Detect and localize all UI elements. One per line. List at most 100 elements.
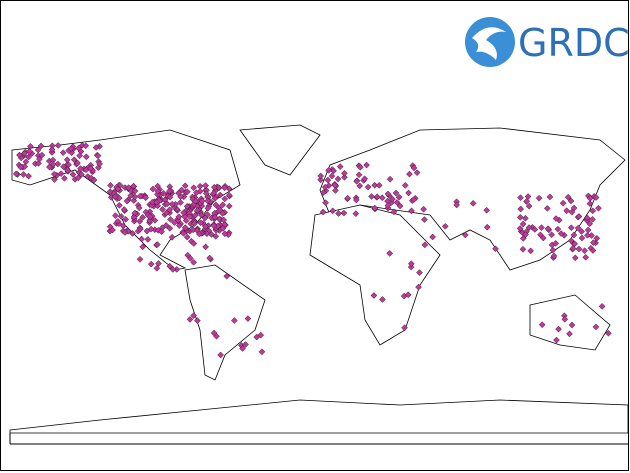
station (49, 160, 57, 168)
station (175, 189, 182, 197)
station (168, 200, 176, 208)
station (187, 255, 194, 262)
station (144, 236, 152, 243)
station (519, 220, 527, 228)
station (379, 296, 386, 303)
station (258, 348, 266, 356)
station (155, 260, 162, 267)
station (373, 193, 381, 201)
station (410, 196, 418, 203)
station (221, 195, 229, 203)
station (219, 225, 227, 232)
station (54, 160, 62, 168)
station (202, 223, 209, 230)
station (559, 199, 567, 207)
station (117, 213, 125, 220)
station (122, 216, 130, 223)
station (525, 224, 533, 231)
station (429, 233, 436, 241)
station (543, 205, 551, 212)
station (57, 170, 65, 178)
station (139, 213, 147, 221)
station (61, 174, 68, 182)
station (127, 192, 135, 199)
station (166, 224, 174, 232)
station (406, 170, 413, 178)
station (578, 234, 586, 242)
station (564, 193, 572, 201)
station (219, 210, 226, 217)
station (553, 336, 560, 344)
station (76, 152, 83, 160)
station (370, 292, 378, 299)
station (415, 283, 422, 291)
station (375, 181, 383, 189)
antarctica (9, 399, 629, 434)
station (568, 321, 576, 329)
station (69, 171, 77, 178)
station (186, 213, 194, 220)
station (527, 247, 535, 255)
station (421, 216, 428, 224)
station (244, 315, 252, 322)
station (519, 245, 527, 253)
station (589, 247, 597, 254)
station (384, 190, 392, 198)
logo: GRDC (465, 17, 630, 67)
station (589, 207, 597, 215)
station (206, 254, 214, 262)
station (570, 231, 578, 239)
station (592, 194, 600, 201)
station (586, 200, 594, 207)
station (257, 331, 265, 339)
station (554, 225, 562, 233)
station (82, 142, 90, 150)
station (202, 190, 210, 197)
station (598, 303, 606, 310)
station (242, 341, 249, 348)
station (210, 329, 218, 337)
logo-swirl (472, 27, 506, 60)
station (341, 169, 348, 177)
station (404, 291, 412, 299)
station (171, 219, 178, 226)
station (21, 150, 28, 157)
station (408, 207, 415, 215)
station (74, 159, 81, 167)
station (153, 264, 161, 272)
station (163, 209, 170, 217)
station (189, 226, 197, 234)
station (125, 184, 132, 192)
station (356, 182, 364, 190)
station (75, 144, 83, 152)
station (180, 209, 188, 216)
station (190, 259, 198, 266)
station (561, 315, 569, 323)
station (186, 316, 194, 323)
station (112, 212, 119, 220)
station (353, 177, 361, 185)
stations (12, 141, 612, 359)
station (517, 194, 524, 202)
station (159, 205, 166, 213)
station (552, 240, 560, 247)
station (16, 151, 23, 159)
station (135, 204, 143, 212)
station (589, 215, 596, 223)
station (160, 189, 167, 197)
station (202, 182, 209, 189)
station (217, 351, 224, 359)
station (361, 175, 368, 183)
station (492, 245, 499, 253)
station (320, 189, 327, 196)
station (38, 151, 46, 159)
station (129, 230, 136, 237)
station (567, 237, 575, 245)
station (230, 317, 238, 324)
station (567, 224, 575, 232)
station (195, 230, 203, 238)
station (420, 205, 427, 213)
station (384, 202, 392, 210)
station (194, 207, 201, 214)
